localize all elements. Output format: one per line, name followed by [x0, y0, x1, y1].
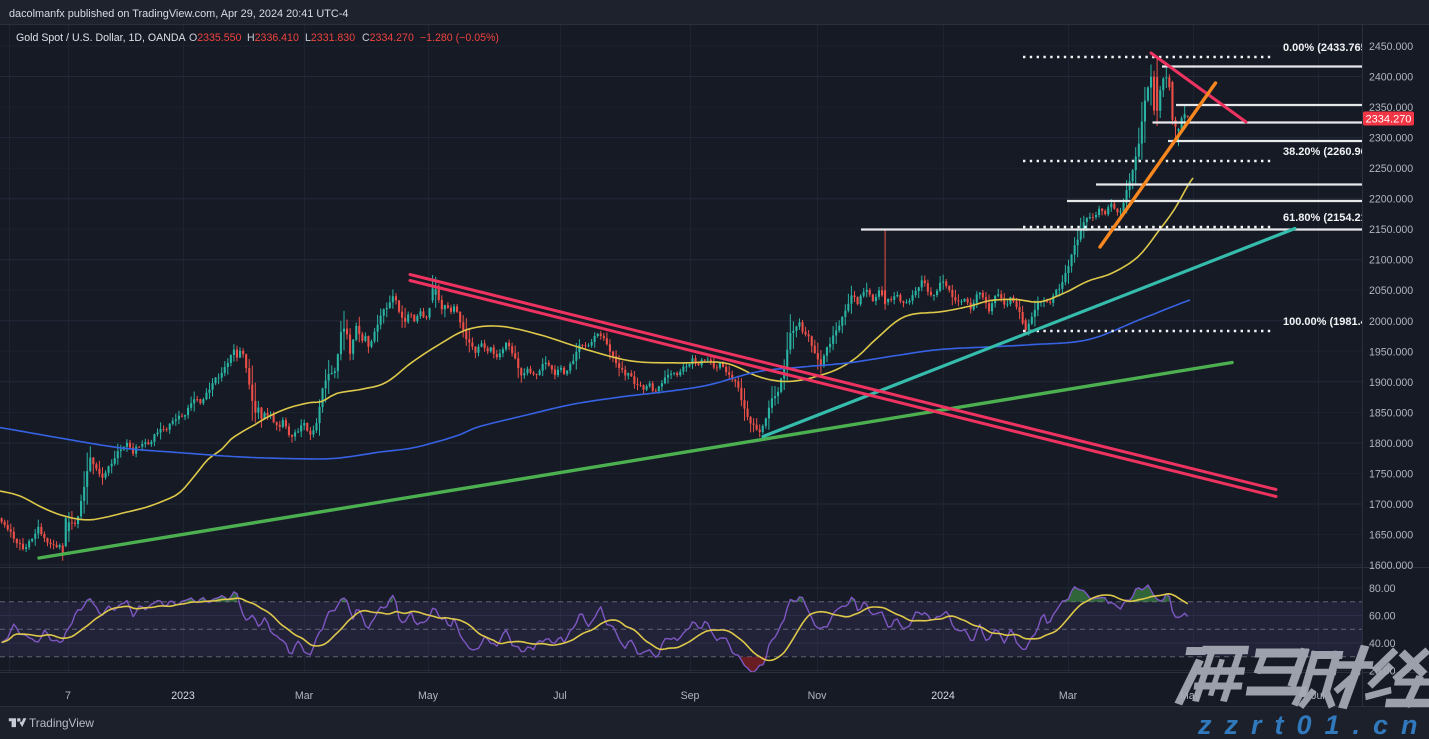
svg-text:2300.000: 2300.000: [1369, 133, 1413, 145]
svg-text:40.00: 40.00: [1369, 638, 1396, 650]
svg-text:1800.000: 1800.000: [1369, 438, 1413, 450]
svg-text:zzrt01.cn: zzrt01.cn: [1197, 710, 1429, 739]
svg-text:2250.000: 2250.000: [1369, 163, 1413, 175]
svg-text:2100.000: 2100.000: [1369, 255, 1413, 267]
svg-text:0.00% (2433.765): 0.00% (2433.765): [1283, 42, 1371, 54]
svg-text:1900.000: 1900.000: [1369, 377, 1413, 389]
svg-text:2150.000: 2150.000: [1369, 224, 1413, 236]
svg-text:2024: 2024: [931, 690, 955, 702]
svg-text:1700.000: 1700.000: [1369, 499, 1413, 511]
svg-text:2023: 2023: [171, 690, 195, 702]
svg-text:60.00: 60.00: [1369, 611, 1396, 623]
svg-text:1750.000: 1750.000: [1369, 468, 1413, 480]
svg-text:2200.000: 2200.000: [1369, 194, 1413, 206]
svg-text:dacolmanfx published on Tradin: dacolmanfx published on TradingView.com,…: [9, 8, 348, 20]
svg-text:61.80% (2154.214): 61.80% (2154.214): [1283, 212, 1377, 224]
svg-text:1950.000: 1950.000: [1369, 346, 1413, 358]
svg-text:Mar: Mar: [1059, 690, 1078, 702]
svg-text:2334.270: 2334.270: [1366, 114, 1412, 126]
svg-text:1850.000: 1850.000: [1369, 407, 1413, 419]
svg-text:38.20% (2260.968): 38.20% (2260.968): [1283, 146, 1377, 158]
svg-text:1650.000: 1650.000: [1369, 530, 1413, 542]
svg-text:Jul: Jul: [553, 690, 567, 702]
svg-text:May: May: [418, 690, 439, 702]
svg-text:2450.000: 2450.000: [1369, 41, 1413, 53]
svg-text:Mar: Mar: [295, 690, 314, 702]
svg-text:TradingView: TradingView: [29, 716, 94, 730]
svg-text:80.00: 80.00: [1369, 583, 1396, 595]
svg-text:2400.000: 2400.000: [1369, 72, 1413, 84]
svg-text:Gold Spot / U.S. Dollar, 1D, O: Gold Spot / U.S. Dollar, 1D, OANDA O2335.…: [16, 32, 499, 44]
svg-text:7: 7: [65, 690, 71, 702]
svg-text:2350.000: 2350.000: [1369, 102, 1413, 114]
svg-text:2000.000: 2000.000: [1369, 316, 1413, 328]
svg-text:100.00% (1981.452): 100.00% (1981.452): [1283, 316, 1383, 328]
svg-text:Nov: Nov: [808, 690, 828, 702]
svg-text:2050.000: 2050.000: [1369, 285, 1413, 297]
svg-text:Sep: Sep: [681, 690, 700, 702]
svg-text:1600.000: 1600.000: [1369, 560, 1413, 572]
